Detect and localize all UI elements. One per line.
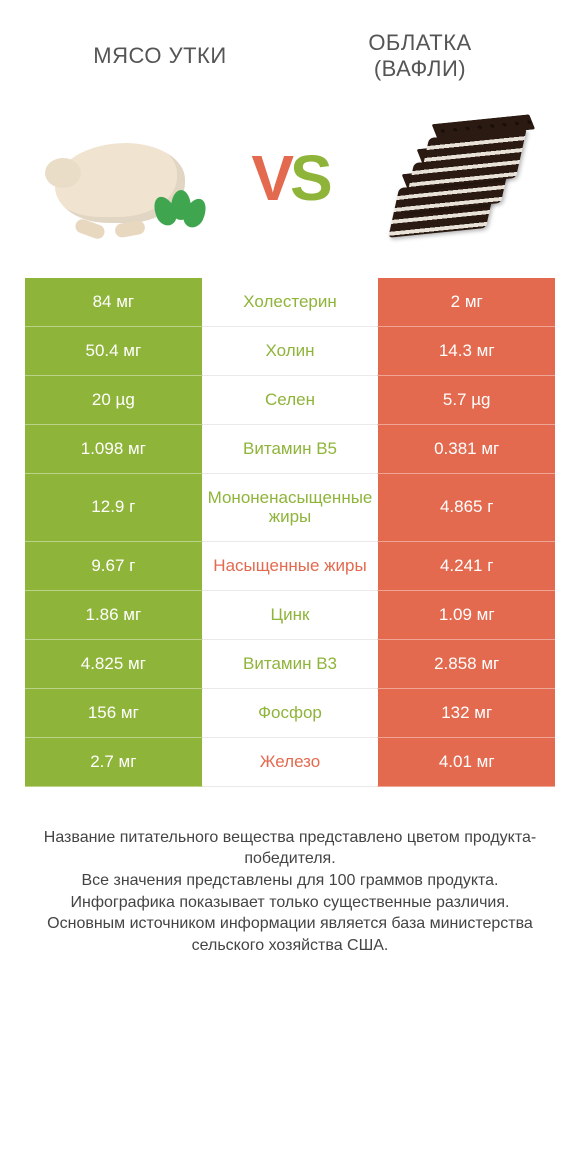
footer: Название питательного вещества представл… — [0, 787, 580, 957]
footer-line: Основным источником информации является … — [30, 913, 550, 956]
nutrient-label: Мононенасыщенные жиры — [204, 474, 377, 542]
nutrient-label: Селен — [204, 376, 377, 425]
right-value: 2.858 мг — [376, 640, 555, 689]
nutrient-label: Витамин B3 — [204, 640, 377, 689]
header: МЯСО УТКИ ОБЛАТКА (ВАФЛИ) — [0, 0, 580, 93]
nutrient-label: Железо — [204, 738, 377, 787]
right-value: 4.241 г — [376, 542, 555, 591]
table-row: 1.098 мгВитамин B50.381 мг — [25, 425, 555, 474]
table-row: 12.9 гМононенасыщенные жиры4.865 г — [25, 474, 555, 542]
nutrient-label: Фосфор — [204, 689, 377, 738]
table-row: 9.67 гНасыщенные жиры4.241 г — [25, 542, 555, 591]
left-value: 4.825 мг — [25, 640, 204, 689]
right-value: 4.01 мг — [376, 738, 555, 787]
nutrient-label: Холестерин — [204, 278, 377, 327]
nutrient-label: Витамин B5 — [204, 425, 377, 474]
comparison-table: 84 мгХолестерин2 мг50.4 мгХолин14.3 мг20… — [25, 278, 555, 787]
right-value: 1.09 мг — [376, 591, 555, 640]
left-value: 50.4 мг — [25, 327, 204, 376]
left-value: 1.86 мг — [25, 591, 204, 640]
right-title-line2: (ВАФЛИ) — [374, 56, 466, 81]
table-row: 156 мгФосфор132 мг — [25, 689, 555, 738]
vs-s: S — [290, 142, 329, 214]
table-row: 4.825 мгВитамин B32.858 мг — [25, 640, 555, 689]
left-value: 84 мг — [25, 278, 204, 327]
table-row: 1.86 мгЦинк1.09 мг — [25, 591, 555, 640]
duck-icon — [45, 118, 215, 238]
left-value: 20 µg — [25, 376, 204, 425]
right-value: 0.381 мг — [376, 425, 555, 474]
right-value: 14.3 мг — [376, 327, 555, 376]
vs-label: VS — [230, 141, 350, 215]
right-value: 4.865 г — [376, 474, 555, 542]
nutrient-label: Цинк — [204, 591, 377, 640]
vs-v: V — [251, 142, 290, 214]
footer-line: Инфографика показывает только существенн… — [30, 892, 550, 914]
left-product-title: МЯСО УТКИ — [30, 43, 290, 69]
left-value: 2.7 мг — [25, 738, 204, 787]
footer-line: Название питательного вещества представл… — [30, 827, 550, 870]
right-value: 5.7 µg — [376, 376, 555, 425]
left-value: 1.098 мг — [25, 425, 204, 474]
nutrient-label: Насыщенные жиры — [204, 542, 377, 591]
images-row: VS — [0, 93, 580, 278]
right-value: 132 мг — [376, 689, 555, 738]
left-value: 9.67 г — [25, 542, 204, 591]
left-value: 12.9 г — [25, 474, 204, 542]
right-product-title: ОБЛАТКА (ВАФЛИ) — [290, 30, 550, 83]
table-row: 20 µgСелен5.7 µg — [25, 376, 555, 425]
table-row: 2.7 мгЖелезо4.01 мг — [25, 738, 555, 787]
left-value: 156 мг — [25, 689, 204, 738]
left-product-image — [30, 103, 230, 253]
table-row: 84 мгХолестерин2 мг — [25, 278, 555, 327]
footer-line: Все значения представлены для 100 граммо… — [30, 870, 550, 892]
wafer-icon — [375, 113, 525, 243]
nutrient-label: Холин — [204, 327, 377, 376]
right-title-line1: ОБЛАТКА — [368, 30, 471, 55]
right-value: 2 мг — [376, 278, 555, 327]
right-product-image — [350, 103, 550, 253]
table-row: 50.4 мгХолин14.3 мг — [25, 327, 555, 376]
